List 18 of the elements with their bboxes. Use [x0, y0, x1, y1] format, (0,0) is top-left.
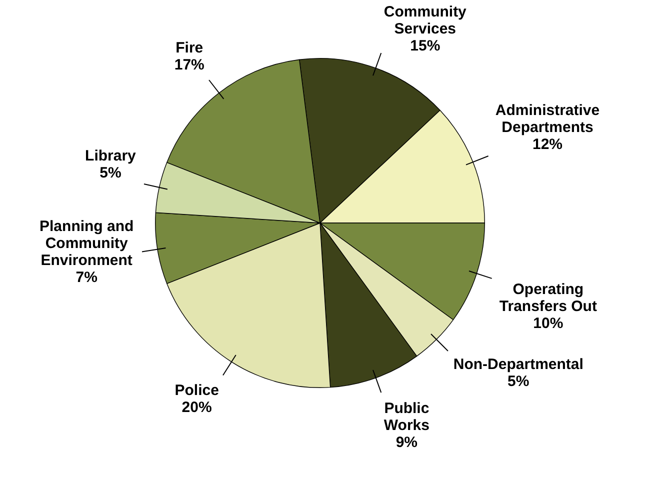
data-label: 7%	[76, 269, 98, 286]
slice-label: Fire	[176, 40, 204, 57]
data-label: 5%	[508, 373, 530, 390]
data-label: 17%	[174, 56, 204, 74]
data-label: 15%	[410, 38, 440, 55]
data-label: 20%	[182, 398, 212, 416]
slice-label: Administrative Departments	[495, 102, 600, 136]
slice-label: Community Services	[384, 4, 468, 38]
data-label: 10%	[533, 314, 564, 332]
slice-label: Library	[85, 147, 137, 164]
slice-label: Police	[174, 382, 219, 399]
data-label: 5%	[100, 164, 122, 182]
slice-label: Planning and Community Environment	[40, 218, 134, 270]
slice-label: Operating Transfers Out	[499, 280, 597, 315]
slice-label: Public Works	[384, 400, 430, 434]
slice-label: Non-Departmental	[453, 356, 584, 374]
data-label: 12%	[532, 136, 563, 154]
data-label: 9%	[396, 434, 418, 452]
